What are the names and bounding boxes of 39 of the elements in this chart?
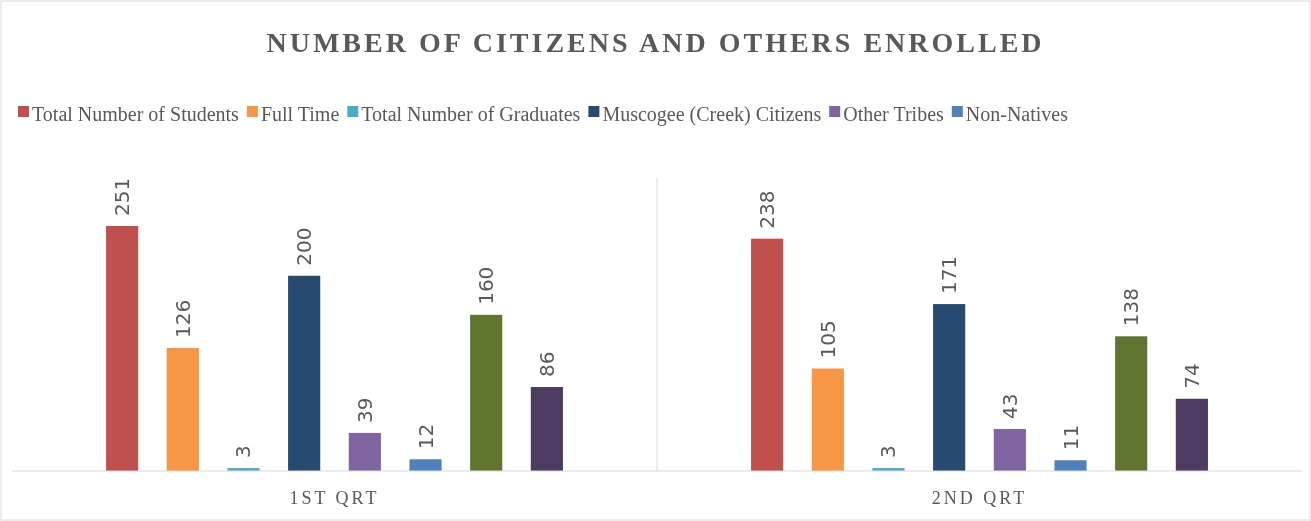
data-label: 251	[110, 177, 135, 216]
bar	[993, 429, 1026, 471]
data-label: 39	[352, 397, 377, 423]
legend-label: Muscogee (Creek) Citizens	[602, 103, 822, 126]
x-tick-label: 1ST QRT	[289, 488, 380, 508]
data-label: 238	[755, 190, 780, 229]
legend-label: Non-Natives	[965, 103, 1069, 125]
bar	[1054, 460, 1087, 471]
bar	[530, 387, 563, 471]
legend-label: Other Tribes	[843, 103, 944, 125]
data-label: 200	[292, 227, 317, 266]
data-label: 12	[413, 423, 438, 450]
data-label: 74	[1179, 363, 1204, 389]
data-label: 3	[876, 445, 901, 459]
bar	[751, 238, 784, 471]
bar	[811, 368, 844, 471]
bar	[470, 314, 503, 471]
chart-title: NUMBER OF CITIZENS AND OTHERS ENROLLED	[266, 27, 1045, 58]
x-tick-label: 2ND QRT	[931, 488, 1028, 508]
data-label: 171	[937, 255, 962, 295]
data-label: 86	[534, 351, 559, 378]
legend-label: Full Time	[260, 103, 340, 125]
data-label: 43	[997, 393, 1022, 420]
data-label: 138	[1119, 288, 1144, 327]
legend-label: Total Number of Students	[32, 103, 240, 125]
bar	[409, 459, 442, 471]
data-label: 160	[474, 266, 499, 305]
data-label: 3	[231, 445, 256, 459]
bar	[288, 275, 321, 471]
data-label: 126	[170, 299, 195, 339]
bar	[933, 304, 966, 471]
bar	[348, 432, 381, 471]
data-label: 105	[815, 320, 840, 359]
bar	[106, 226, 139, 471]
bar	[1115, 336, 1148, 471]
data-label: 11	[1058, 424, 1083, 451]
bar	[1175, 398, 1208, 471]
bar	[166, 348, 199, 471]
legend-label: Total Number of Graduates	[361, 103, 581, 125]
